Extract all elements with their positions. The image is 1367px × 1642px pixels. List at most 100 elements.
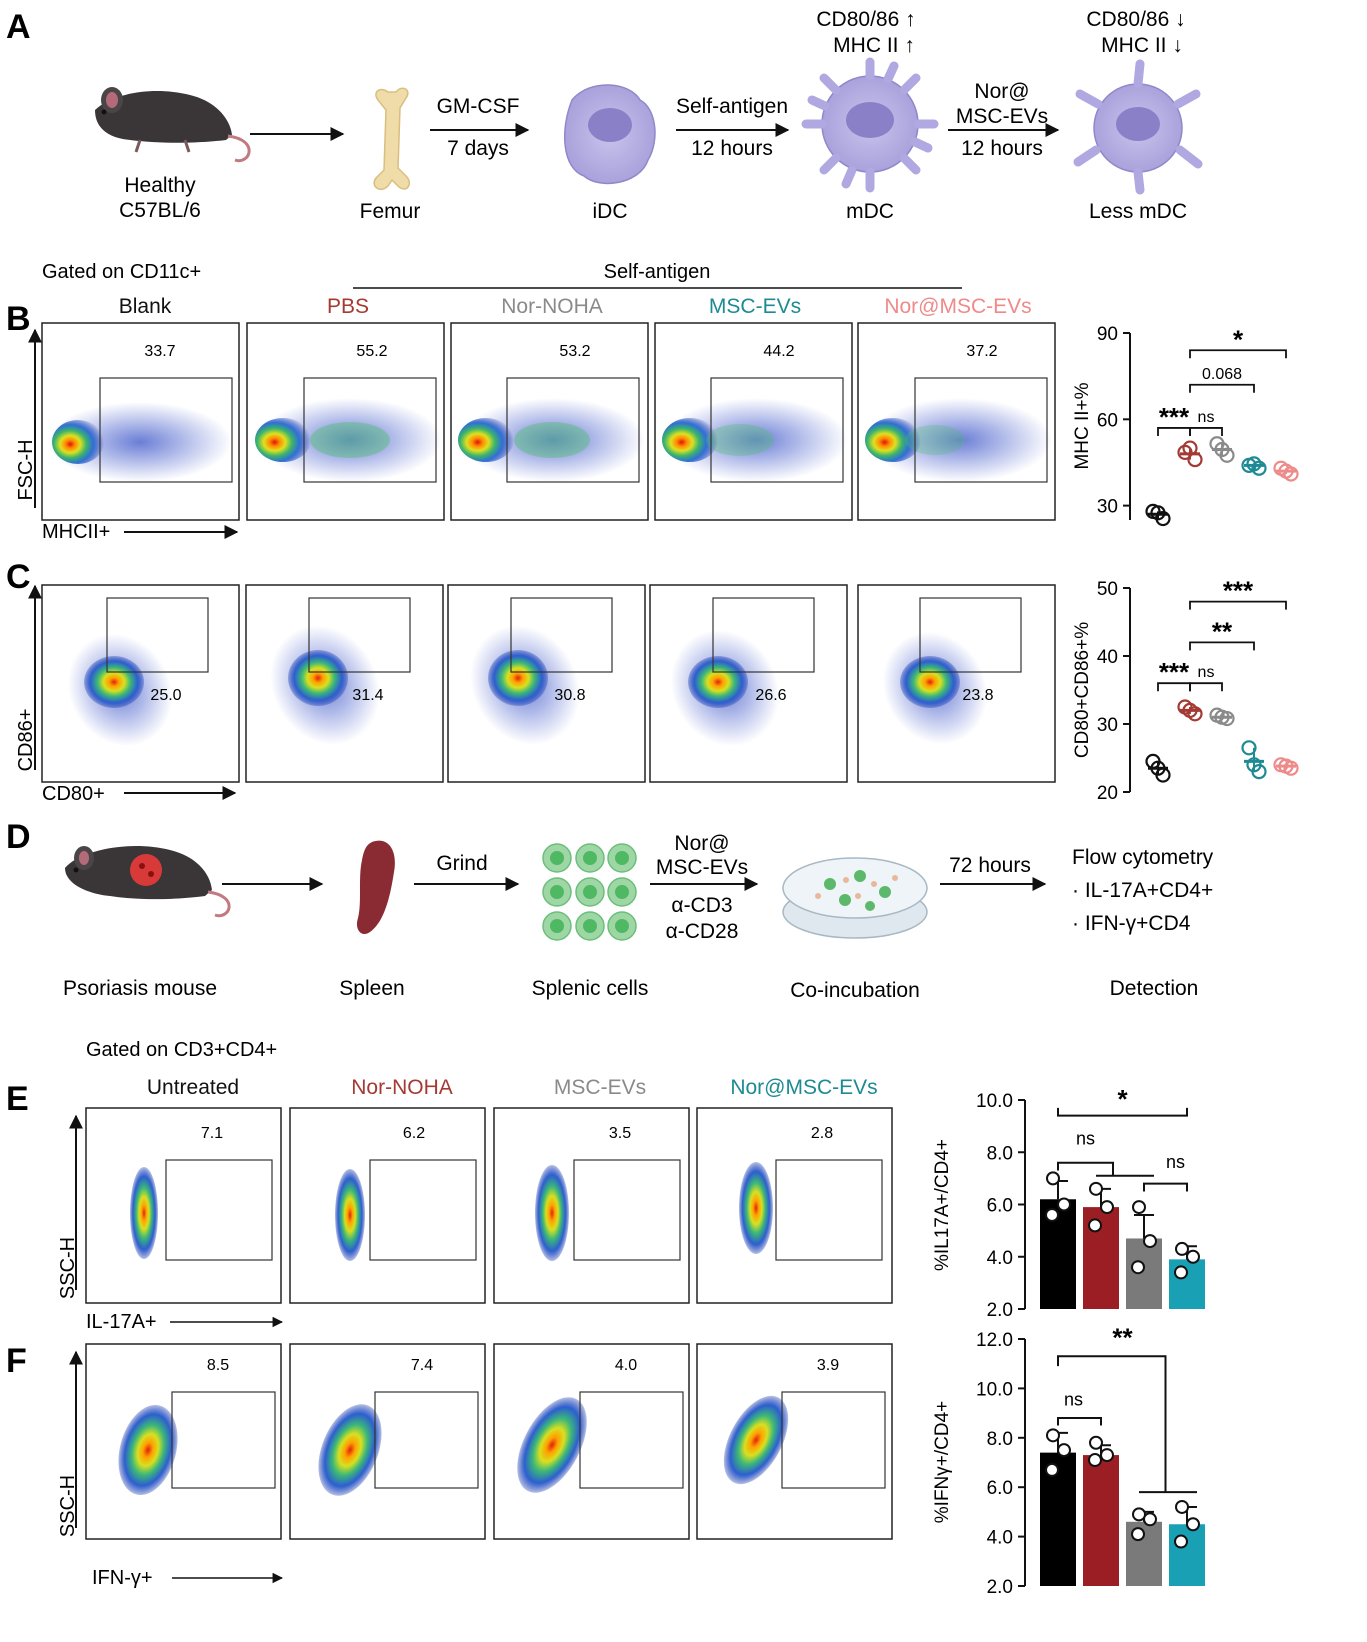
psoriasis-mouse-label: Psoriasis mouse (63, 977, 217, 1000)
y-axis-title: %IFNγ+/CD4+ (932, 1401, 953, 1523)
y-axis-label-e: SSC-H (57, 1237, 79, 1299)
detection-label: Detection (1110, 977, 1199, 1000)
mhc-scatter-chart: 30 60 90 MHC II+% *** ns 0.068 * (1072, 324, 1299, 527)
mouse-label-2: C57BL/6 (119, 199, 201, 222)
arrow2-top: GM-CSF (437, 95, 520, 118)
significance-bracket (1189, 427, 1223, 436)
data-point (1186, 1249, 1200, 1264)
flow-plot-c-1: 25.0 (41, 584, 240, 783)
gate-value: 26.6 (755, 687, 786, 704)
panel-d-schematic: Psoriasis mouse Spleen Grind Splenic cel… (63, 832, 1214, 1002)
mouse-label-1: Healthy (124, 174, 196, 197)
data-point (1241, 740, 1257, 756)
gate-value: 8.5 (207, 1357, 229, 1374)
mdc-label: mDC (846, 200, 894, 223)
y-tick-label: 60 (1097, 410, 1118, 431)
data-point (1143, 1512, 1157, 1527)
y-tick-label: 2.0 (987, 1577, 1013, 1598)
gate-value: 7.4 (411, 1357, 433, 1374)
significance-bracket (1189, 641, 1255, 651)
significance-label: ns (1198, 664, 1215, 681)
significance-label: ns (1076, 1128, 1095, 1148)
group-label-nor-msc-evs: Nor@MSC-EVs (884, 295, 1031, 318)
data-point (1132, 1507, 1146, 1522)
y-axis-title: MHC II+% (1072, 382, 1093, 469)
flow-plot-e-1: 7.1 (85, 1107, 282, 1304)
gate-value: 55.2 (356, 343, 387, 360)
grind-label: Grind (436, 852, 487, 875)
arrow3-top: Self-antigen (676, 95, 788, 118)
idc-label: iDC (593, 200, 628, 223)
panel-letter-a: A (6, 8, 31, 46)
y-tick-label: 4.0 (987, 1528, 1013, 1549)
data-point (1186, 1517, 1200, 1532)
significance-bracket (1143, 1182, 1188, 1192)
ifng-bar-chart: 2.0 4.0 6.0 8.0 10.0 12.0 %IFNγ+/CD4+ ** ns (932, 1322, 1205, 1598)
data-point (1046, 1428, 1060, 1443)
gate-value: 3.9 (817, 1357, 839, 1374)
significance-bracket (1189, 682, 1223, 692)
less-marker-1: CD80/86 ↓ (1086, 8, 1185, 31)
y-axis-label-c: CD86+ (15, 709, 37, 772)
panel-letter-d: D (6, 818, 31, 856)
gate-value: 37.2 (966, 343, 997, 360)
data-point (1045, 1207, 1059, 1222)
flow-plot-c-5: 23.8 (857, 584, 1056, 783)
significance-label: 0.068 (1202, 366, 1242, 383)
self-antigen-label: Self-antigen (604, 261, 711, 283)
data-point (1046, 1171, 1060, 1186)
flow-plot-e-2: 6.2 (289, 1107, 486, 1304)
idc-cell-icon (563, 84, 656, 185)
significance-label: * (1117, 1084, 1128, 1114)
y-tick-label: 4.0 (987, 1248, 1013, 1269)
panel-letter-e: E (6, 1080, 29, 1118)
gate-value: 33.7 (144, 343, 175, 360)
co-incubation-label: Co-incubation (790, 979, 920, 1002)
splenic-cells-label: Splenic cells (532, 977, 649, 1000)
y-axis-label-f: SSC-H (57, 1475, 79, 1537)
mdc-cell-icon (801, 57, 939, 193)
panel-f: 8.5 7.4 4.0 3.9 SSC-H IFN-γ+ (57, 1343, 893, 1589)
data-point (1088, 1453, 1102, 1468)
flow-title: Flow cytometry (1072, 846, 1214, 869)
flow-plot-f-3: 4.0 (493, 1343, 690, 1540)
significance-bracket (1189, 383, 1255, 393)
treatment-line-4: α-CD28 (666, 920, 739, 943)
y-tick-label: 6.0 (987, 1196, 1013, 1217)
y-tick-label: 40 (1097, 647, 1118, 668)
panel-c: 25.0 31.4 30.8 26.6 23.8 (15, 584, 1056, 805)
gate-value: 31.4 (352, 687, 383, 704)
significance-label: ** (1212, 616, 1233, 646)
x-axis-label-c: CD80+ (42, 783, 105, 805)
data-point (1045, 1462, 1059, 1477)
significance-bracket (1057, 1161, 1114, 1176)
y-tick-label: 30 (1097, 497, 1118, 518)
mdc-marker-1: CD80/86 ↑ (816, 8, 915, 31)
flow-plot-c-4: 26.6 (649, 584, 848, 783)
less-mdc-cell-icon (1073, 59, 1203, 195)
group-label-pbs: PBS (327, 295, 369, 318)
panel-letter-f: F (6, 1342, 27, 1380)
data-point (1132, 1200, 1146, 1215)
y-axis-label-b: FSC-H (15, 439, 37, 500)
il17-bar-chart: 2.0 4.0 6.0 8.0 10.0 %IL17A+/CD4+ * ns ns (932, 1084, 1205, 1321)
gate-value: 23.8 (962, 687, 993, 704)
treatment-line-1: Nor@ (674, 832, 729, 855)
significance-bracket (1057, 1355, 1167, 1493)
data-point (1174, 1534, 1188, 1549)
data-point (1057, 1443, 1071, 1458)
data-point (1174, 1265, 1188, 1280)
arrow4-line3: 12 hours (961, 137, 1043, 160)
significance-bracket (1057, 1107, 1188, 1117)
group-label-nor-noha: Nor-NOHA (501, 295, 603, 318)
y-tick-label: 8.0 (987, 1143, 1013, 1164)
flow-plot-f-1: 8.5 (85, 1343, 282, 1540)
flow-plot-b-3: 53.2 (450, 322, 649, 521)
y-tick-label: 50 (1097, 579, 1118, 600)
flow-plot-c-2: 31.4 (245, 584, 444, 783)
significance-label: ** (1112, 1322, 1133, 1352)
group-label-untreated: Untreated (147, 1076, 239, 1099)
significance-bracket (1057, 1417, 1102, 1426)
psoriasis-mouse-icon (65, 846, 231, 918)
arrow2-bottom: 7 days (447, 137, 509, 160)
